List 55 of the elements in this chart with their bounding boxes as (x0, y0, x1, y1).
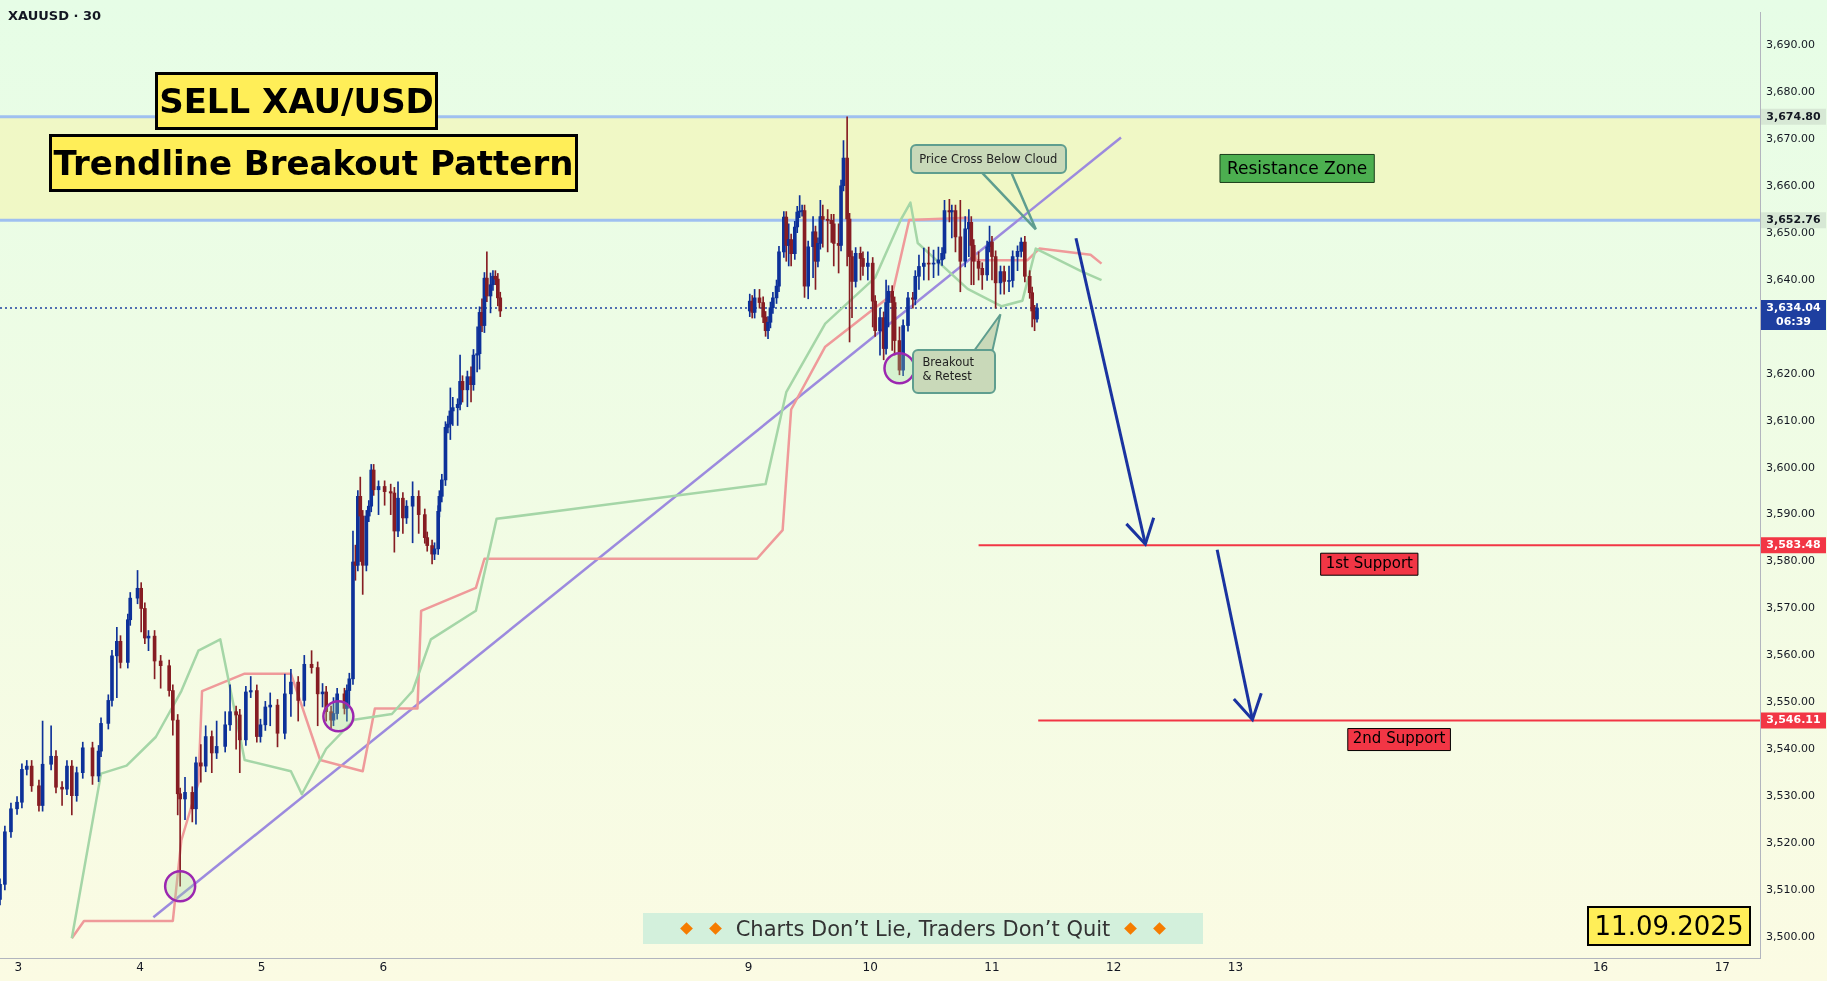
annotation: Breakout & Retest (912, 349, 997, 395)
x-tick-label: 11 (984, 960, 1000, 975)
y-tick-label: 3,510.00 (1766, 882, 1815, 896)
x-tick-label: 13 (1227, 960, 1244, 975)
candlestick (248, 676, 253, 698)
data-label: 3,546.11 (1766, 713, 1821, 727)
y-tick-label: 3,570.00 (1766, 601, 1815, 615)
annotation: 11.09.2025 (1587, 906, 1751, 946)
y-tick-label: 3,560.00 (1766, 648, 1815, 662)
candlestick (890, 285, 894, 351)
y-tick-label: 3,600.00 (1766, 460, 1815, 474)
candlestick (199, 744, 203, 783)
x-tick-label: 10 (862, 960, 878, 975)
x-tick-label: 3 (14, 960, 23, 975)
candlestick (183, 777, 187, 820)
x-tick-label: 9 (744, 960, 753, 975)
text: 06:39 (1775, 314, 1812, 328)
x-tick-label: 16 (1592, 960, 1609, 975)
band-label: Resistance Zone (1226, 157, 1368, 178)
y-tick-label: 3,530.00 (1766, 788, 1815, 802)
x-tick-label: 4 (136, 960, 144, 975)
annotation: XAUUSD · 30 (8, 8, 102, 23)
x-tick-label: 5 (257, 960, 266, 975)
y-tick-label: 3,540.00 (1766, 742, 1815, 756)
y-tick-label: 3,520.00 (1766, 835, 1815, 849)
annotation: Charts Don’t Lie, Traders Don’t Quit (735, 916, 1111, 941)
text: Trendline Breakout Pattern (49, 134, 578, 192)
y-tick-label: 3,690.00 (1766, 38, 1815, 52)
y-tick-label: 3,680.00 (1766, 85, 1815, 99)
y-tick-label: 3,670.00 (1766, 132, 1815, 146)
x-tick-label: 6 (379, 960, 388, 975)
y-tick-label: 3,660.00 (1766, 179, 1815, 193)
annotation: Price Cross Below Cloud (909, 144, 1067, 175)
y-tick-label: 3,620.00 (1766, 366, 1815, 380)
data-label: 3,583.48 (1766, 538, 1821, 552)
ref-line-label: 3,652.76 (1766, 213, 1821, 227)
ref-line-label: 3,634.04 (1766, 300, 1821, 314)
text: SELL XAU/USD (155, 72, 438, 130)
candlestick (115, 626, 119, 698)
series-label: 1st Support (1325, 554, 1414, 573)
y-tick-label: 3,610.00 (1766, 413, 1815, 427)
candlestick (49, 725, 53, 771)
series-label: 2nd Support (1352, 729, 1446, 748)
y-tick-label: 3,550.00 (1766, 695, 1815, 709)
y-tick-label: 3,500.00 (1766, 929, 1815, 943)
y-tick-label: 3,650.00 (1766, 225, 1815, 239)
candlestick (289, 669, 293, 717)
x-tick-label: 17 (1714, 960, 1730, 975)
y-tick-label: 3,580.00 (1766, 554, 1815, 568)
y-tick-label: 3,640.00 (1766, 272, 1815, 286)
candlestick (866, 251, 870, 281)
y-tick-label: 3,590.00 (1766, 507, 1815, 521)
candlestick (921, 247, 926, 281)
x-tick-label: 12 (1106, 960, 1122, 975)
ref-line-label: 3,674.80 (1766, 109, 1821, 123)
